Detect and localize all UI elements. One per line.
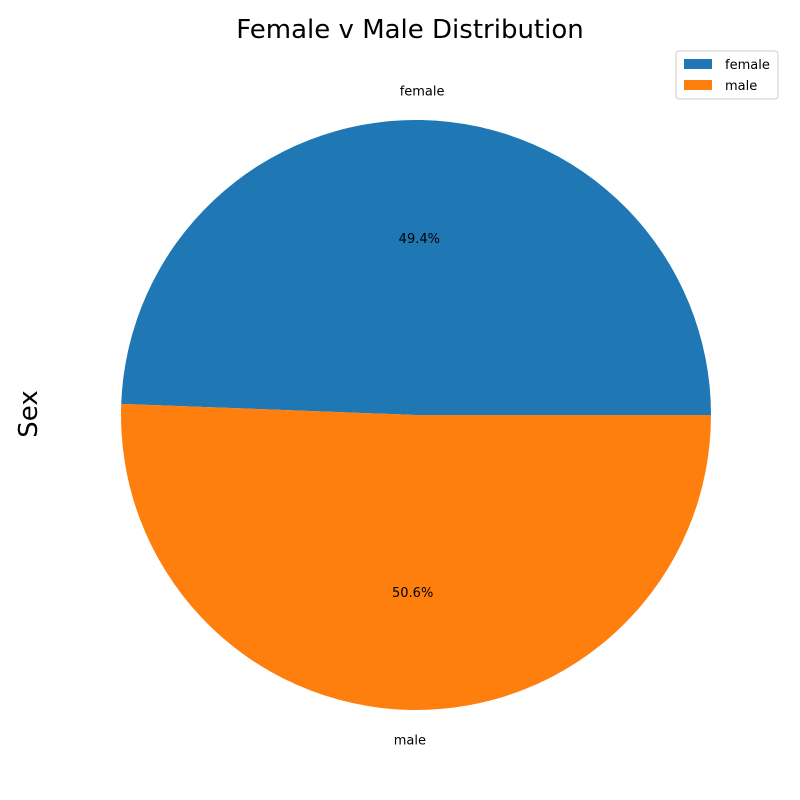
slice-label-male: male [394, 733, 426, 748]
legend-label-male: male [725, 79, 757, 94]
chart-title: Female v Male Distribution [236, 15, 583, 45]
pie-slice-male [120, 403, 711, 711]
y-axis-label: Sex [14, 390, 44, 437]
pie-slice-labels: female 49.4% male 50.6% [392, 85, 445, 749]
slice-percent-female: 49.4% [399, 232, 440, 247]
legend: female male [675, 50, 779, 100]
legend-label-female: female [725, 58, 770, 73]
legend-swatch-male [684, 80, 712, 90]
slice-label-female: female [400, 85, 445, 100]
pie-slice-female [121, 120, 712, 415]
slice-percent-male: 50.6% [392, 586, 433, 601]
pie-slices [120, 120, 712, 711]
legend-swatch-female [684, 59, 712, 69]
